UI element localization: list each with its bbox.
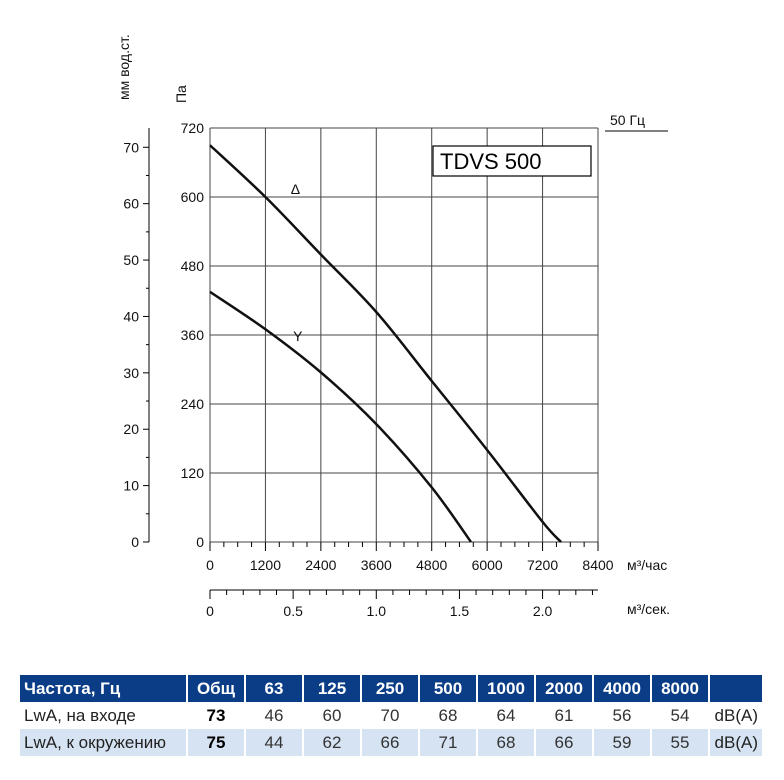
y-pa-tick-label: 600 bbox=[181, 189, 205, 205]
table-header-cell bbox=[710, 675, 762, 702]
y-mm-tick-label: 60 bbox=[123, 196, 139, 212]
band-value: 66 bbox=[362, 729, 418, 756]
table-row: LwA, к окружению 75 44 62 66 71 68 66 59… bbox=[20, 729, 762, 756]
x-bottom-unit-label: м³/сек. bbox=[627, 601, 670, 617]
row-label: LwA, на входе bbox=[20, 702, 186, 729]
x-top-unit-label: м³/час bbox=[627, 557, 667, 573]
sound-power-table: Частота, Гц Общ 63 125 250 500 1000 2000… bbox=[18, 675, 764, 756]
band-value: 62 bbox=[304, 729, 360, 756]
table-header-row: Частота, Гц Общ 63 125 250 500 1000 2000… bbox=[20, 675, 762, 702]
x-m3s-tick-label: 1.5 bbox=[450, 603, 470, 619]
table-header-cell: 1000 bbox=[478, 675, 534, 702]
curve-delta bbox=[209, 144, 562, 543]
y-mm-tick-label: 50 bbox=[123, 252, 139, 268]
table-header-cell: 500 bbox=[420, 675, 476, 702]
y-mm-tick-label: 30 bbox=[123, 365, 139, 381]
table-header-cell: 250 bbox=[362, 675, 418, 702]
x-m3s-tick-label: 1.0 bbox=[367, 603, 387, 619]
x-m3h-tick-label: 8400 bbox=[582, 557, 613, 573]
band-value: 60 bbox=[304, 702, 360, 729]
table-header-cell: 4000 bbox=[594, 675, 650, 702]
y-pa-tick-label: 240 bbox=[181, 396, 205, 412]
y-mm-tick-label: 0 bbox=[131, 534, 139, 550]
band-value: 64 bbox=[478, 702, 534, 729]
y-pa-tick-label: 120 bbox=[181, 465, 205, 481]
total-value: 75 bbox=[188, 729, 244, 756]
x-m3h-tick-label: 2400 bbox=[305, 557, 336, 573]
table-row: LwA, на входе 73 46 60 70 68 64 61 56 54… bbox=[20, 702, 762, 729]
y-mm-tick-label: 20 bbox=[123, 421, 139, 437]
x-m3s-tick-label: 2.0 bbox=[533, 603, 553, 619]
band-value: 55 bbox=[652, 729, 708, 756]
unit-label: dB(A) bbox=[710, 729, 762, 756]
y-mm-tick-label: 10 bbox=[123, 478, 139, 494]
y-mm-tick-label: 40 bbox=[123, 308, 139, 324]
frequency-label: 50 Гц bbox=[610, 112, 645, 128]
y-mm-tick-label: 70 bbox=[123, 139, 139, 155]
x-m3h-tick-label: 6000 bbox=[472, 557, 503, 573]
band-value: 56 bbox=[594, 702, 650, 729]
total-value: 73 bbox=[188, 702, 244, 729]
unit-label: dB(A) bbox=[710, 702, 762, 729]
grid-layer bbox=[209, 127, 599, 543]
x-m3h-tick-label: 4800 bbox=[416, 557, 447, 573]
band-value: 46 bbox=[246, 702, 302, 729]
x-m3s-tick-label: 0.5 bbox=[283, 603, 303, 619]
band-value: 44 bbox=[246, 729, 302, 756]
curve-label: Y bbox=[293, 328, 303, 344]
band-value: 68 bbox=[420, 702, 476, 729]
band-value: 54 bbox=[652, 702, 708, 729]
y-right-axis-label: Па bbox=[173, 85, 189, 103]
x-m3s-tick-label: 0 bbox=[206, 603, 214, 619]
chart-title: TDVS 500 bbox=[440, 149, 542, 174]
band-value: 59 bbox=[594, 729, 650, 756]
table-header-cell: 125 bbox=[304, 675, 360, 702]
table-header-cell: 63 bbox=[246, 675, 302, 702]
table-header-cell: 2000 bbox=[536, 675, 592, 702]
band-value: 71 bbox=[420, 729, 476, 756]
curve-y bbox=[209, 290, 472, 543]
band-value: 66 bbox=[536, 729, 592, 756]
band-value: 61 bbox=[536, 702, 592, 729]
table-header-cell: Общ bbox=[188, 675, 244, 702]
y-pa-tick-label: 480 bbox=[181, 258, 205, 274]
table-header-cell: Частота, Гц bbox=[20, 675, 186, 702]
y-pa-tick-label: 720 bbox=[181, 120, 205, 136]
y-left-axis-label: мм вод.ст. bbox=[116, 34, 132, 100]
band-value: 70 bbox=[362, 702, 418, 729]
curves-layer bbox=[209, 144, 562, 543]
x-m3h-tick-label: 0 bbox=[206, 557, 214, 573]
table-header-cell: 8000 bbox=[652, 675, 708, 702]
x-m3h-tick-label: 7200 bbox=[527, 557, 558, 573]
curve-label: Δ bbox=[291, 181, 300, 197]
y-pa-tick-label: 360 bbox=[181, 327, 205, 343]
row-label: LwA, к окружению bbox=[20, 729, 186, 756]
title-box bbox=[432, 145, 592, 177]
axes-layer bbox=[143, 128, 599, 599]
x-m3h-tick-label: 3600 bbox=[361, 557, 392, 573]
x-m3h-tick-label: 1200 bbox=[250, 557, 281, 573]
band-value: 68 bbox=[478, 729, 534, 756]
y-pa-tick-label: 0 bbox=[196, 534, 204, 550]
